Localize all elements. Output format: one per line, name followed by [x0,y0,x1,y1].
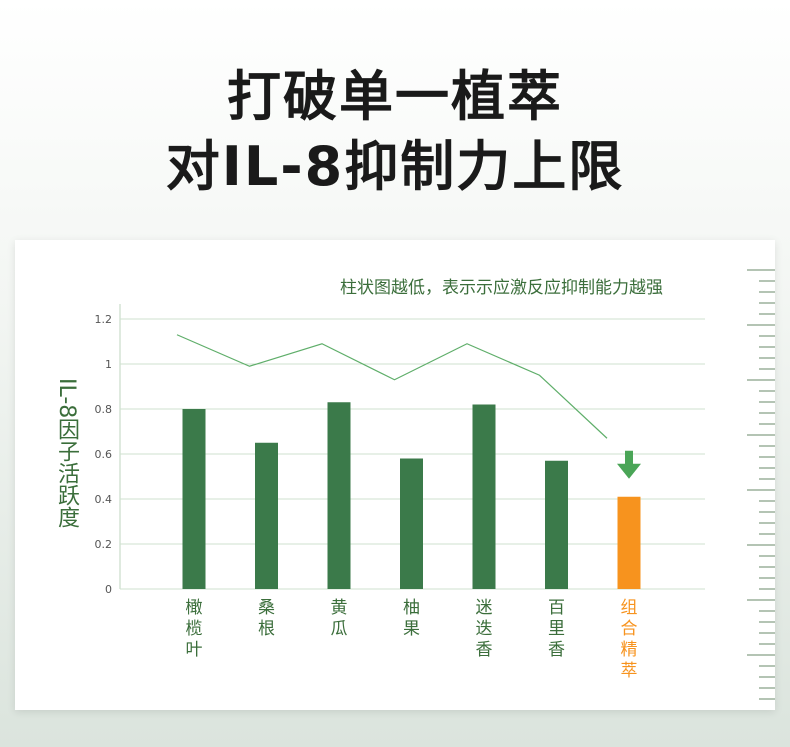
y-tick-label: 0.2 [95,538,113,551]
y-tick-label: 1 [105,358,112,371]
y-tick-label: 0 [105,583,112,596]
x-tick-label: 桑根 [258,598,275,639]
ruler-decoration [747,269,775,700]
trend-line [176,334,608,439]
chart-card [15,240,775,710]
x-tick-label: 柚果 [403,598,420,639]
chart-note: 柱状图越低，表示示应激反应抑制能力越强 [340,278,663,298]
down-arrow-icon [617,463,641,479]
x-tick-label: 橄榄叶 [186,598,203,660]
x-tick-label: 百里香 [548,598,565,660]
bar [327,402,351,589]
bar [472,404,496,589]
y-tick-label: 0.8 [95,403,113,416]
bar [182,409,206,589]
bar [400,458,423,589]
headline-line2: 对IL-8抑制力上限 [165,135,625,198]
x-tick-label: 迷迭香 [476,598,493,660]
y-axis-label: IL-8因子活跃度 [54,378,79,529]
bar [617,496,641,589]
x-tick-label: 黄瓜 [331,598,348,639]
bar [255,442,278,589]
y-tick-label: 0.4 [95,493,113,506]
x-tick-label: 组合精萃 [621,598,638,681]
down-arrow-icon [625,450,633,465]
y-tick-label: 1.2 [95,313,113,326]
bar [545,460,568,589]
headline-line1: 打破单一植萃 [227,65,563,128]
y-tick-label: 0.6 [95,448,113,461]
